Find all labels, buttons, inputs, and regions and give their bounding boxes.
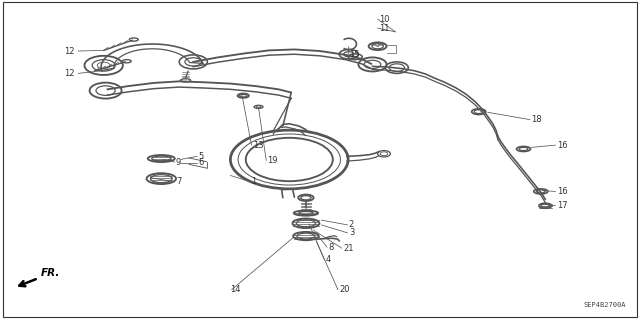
Text: 11: 11 [379,24,389,33]
Text: 14: 14 [230,285,241,294]
Text: 20: 20 [339,285,349,294]
Text: 9: 9 [176,158,181,167]
Text: 10: 10 [379,15,389,24]
Text: 5: 5 [198,152,204,161]
Text: 21: 21 [343,244,353,253]
Text: 18: 18 [531,115,542,124]
Text: 12: 12 [64,47,74,56]
Text: 3: 3 [349,228,354,237]
Text: 16: 16 [557,187,568,196]
Text: 17: 17 [557,201,568,210]
Text: 6: 6 [198,158,204,167]
Text: SEP4B2700A: SEP4B2700A [584,302,626,308]
Text: 8: 8 [328,243,333,252]
Text: 7: 7 [176,177,181,186]
Text: 15: 15 [349,50,360,59]
Text: 4: 4 [326,256,331,264]
Text: 2: 2 [349,220,354,229]
Text: 13: 13 [253,141,264,150]
Text: 16: 16 [557,141,568,150]
Text: 19: 19 [268,156,278,165]
Text: 1: 1 [251,177,256,186]
Text: 12: 12 [64,69,74,78]
Text: FR.: FR. [41,268,60,278]
